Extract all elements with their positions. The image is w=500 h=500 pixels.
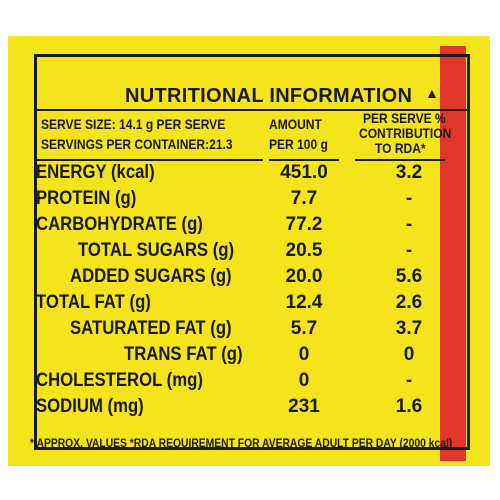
- nutrient-row: TRANS FAT (g) 0 0: [36, 342, 436, 368]
- nutrition-title: NUTRITIONAL INFORMATION: [125, 85, 413, 107]
- nutrient-row: SATURATED FAT (g) 5.7 3.7: [36, 316, 436, 342]
- nutrient-rda: 5.6: [395, 266, 423, 287]
- nutrient-rda: -: [405, 214, 413, 235]
- nutrient-amount: 12.4: [285, 292, 323, 313]
- nutrient-row: SODIUM (mg) 231 1.6: [36, 394, 436, 420]
- nutrient-rda: 3.2: [395, 162, 423, 183]
- nutrient-row: ADDED SUGARS (g) 20.0 5.6: [36, 264, 436, 290]
- nutrient-row: CHOLESTEROL (mg) 0 -: [36, 368, 436, 394]
- nutrient-amount: 20.0: [285, 266, 323, 287]
- nutrient-name: TOTAL FAT (g): [36, 292, 151, 313]
- rda-header-line1: PER SERVE %: [363, 110, 446, 126]
- nutrient-amount: 231: [288, 396, 320, 417]
- triangle-mark-icon: ▲: [425, 85, 439, 101]
- nutrient-amount: 20.5: [285, 240, 323, 261]
- amount-header-line2: PER 100 g: [269, 136, 328, 152]
- nutrient-amount: 0: [298, 344, 310, 365]
- nutrient-name: SATURATED FAT (g): [70, 318, 232, 339]
- nutrient-amount: 5.7: [290, 318, 318, 339]
- nutrient-rda: 0: [403, 344, 415, 365]
- nutrient-rda: -: [405, 370, 413, 391]
- nutrient-name: CARBOHYDRATE (g): [36, 214, 203, 235]
- title-divider: [37, 109, 467, 111]
- red-edge-strip: [440, 46, 466, 461]
- nutrient-row: CARBOHYDRATE (g) 77.2 -: [36, 212, 436, 238]
- header-underline-left: [37, 159, 263, 161]
- nutrient-name: ENERGY (kcal): [36, 162, 155, 183]
- header-underline-amount: [269, 159, 339, 161]
- nutrient-row: TOTAL FAT (g) 12.4 2.6: [36, 290, 436, 316]
- nutrient-name: TRANS FAT (g): [124, 344, 243, 365]
- nutrient-row: ENERGY (kcal) 451.0 3.2: [36, 160, 436, 186]
- nutrient-rda: 3.7: [395, 318, 423, 339]
- nutrient-amount: 451.0: [280, 162, 328, 183]
- nutrition-label-panel: NUTRITIONAL INFORMATION ▲ SERVE SIZE: 14…: [8, 36, 490, 466]
- nutrient-name: TOTAL SUGARS (g): [78, 240, 235, 261]
- nutrient-row: PROTEIN (g) 7.7 -: [36, 186, 436, 212]
- nutrient-amount: 77.2: [285, 214, 323, 235]
- nutrient-name: SODIUM (mg): [36, 396, 144, 417]
- nutrient-name: ADDED SUGARS (g): [70, 266, 232, 287]
- nutrient-rda: -: [405, 240, 413, 261]
- nutrition-table-frame: NUTRITIONAL INFORMATION ▲ SERVE SIZE: 14…: [34, 54, 470, 450]
- nutrient-rda: 2.6: [395, 292, 423, 313]
- footnote-text: * APPROX. VALUES *RDA REQUIREMENT FOR AV…: [30, 436, 453, 450]
- nutrient-amount: 0: [298, 370, 310, 391]
- nutrient-name: PROTEIN (g): [36, 188, 137, 209]
- nutrient-rda: 1.6: [395, 396, 423, 417]
- nutrient-amount: 7.7: [290, 188, 318, 209]
- rda-header-line3: TO RDA*: [375, 140, 426, 156]
- header-underline-rda: [355, 159, 445, 161]
- amount-header-line1: AMOUNT: [269, 116, 322, 132]
- serve-size-text: SERVE SIZE: 14.1 g PER SERVE: [41, 116, 226, 132]
- servings-text: SERVINGS PER CONTAINER:21.3: [41, 136, 233, 152]
- nutrient-rda: -: [405, 188, 413, 209]
- rda-header-line2: CONTRIBUTION: [359, 125, 452, 141]
- nutrient-row: TOTAL SUGARS (g) 20.5 -: [36, 238, 436, 264]
- nutrient-name: CHOLESTEROL (mg): [36, 370, 203, 391]
